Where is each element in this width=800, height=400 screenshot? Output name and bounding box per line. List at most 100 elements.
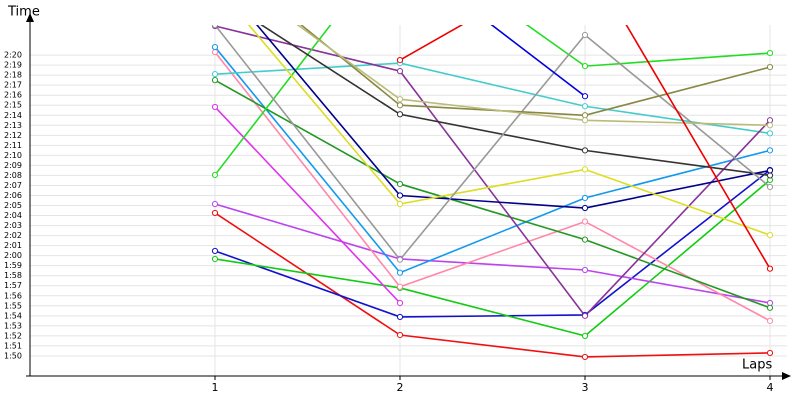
- y-tick-label: 2:04: [4, 211, 22, 220]
- series-line: [260, 25, 771, 177]
- data-point: [396, 192, 404, 199]
- series-line: [214, 203, 771, 304]
- series-line: [214, 25, 771, 318]
- x-axis-arrow: [782, 372, 791, 380]
- data-point: [581, 194, 589, 202]
- data-point: [581, 112, 589, 119]
- data-point: [396, 299, 404, 307]
- y-tick-label: 1:59: [4, 261, 22, 270]
- data-point: [581, 332, 589, 339]
- data-point: [581, 266, 589, 274]
- y-axis-title: Time: [7, 5, 40, 20]
- data-point: [211, 255, 219, 263]
- data-point: [396, 200, 404, 208]
- data-point: [396, 96, 404, 103]
- data-point: [211, 171, 219, 179]
- data-point: [211, 200, 219, 208]
- data-point: [581, 312, 589, 319]
- data-point: [211, 77, 219, 84]
- data-point: [581, 147, 589, 154]
- data-point: [396, 256, 404, 263]
- x-tick-label: 1: [212, 381, 219, 394]
- data-point: [766, 183, 774, 191]
- data-point: [396, 57, 404, 64]
- data-point: [766, 130, 774, 137]
- data-point: [766, 117, 774, 124]
- y-tick-label: 2:18: [4, 71, 22, 80]
- data-point: [766, 349, 774, 357]
- y-tick-label: 2:03: [4, 221, 22, 230]
- data-point: [766, 64, 774, 71]
- data-point: [766, 49, 774, 57]
- y-axis-arrow: [26, 13, 34, 22]
- y-tick-label: 1:57: [4, 281, 22, 290]
- series-line: [214, 106, 401, 304]
- series-line: [214, 169, 771, 318]
- y-tick-label: 1:50: [4, 351, 22, 360]
- data-point: [396, 331, 404, 339]
- y-tick-label: 1:51: [4, 341, 22, 350]
- data-point: [211, 43, 219, 51]
- data-point: [396, 102, 404, 109]
- y-tick-label: 1:53: [4, 321, 22, 330]
- data-point: [581, 117, 589, 124]
- series-line: [214, 25, 771, 261]
- series-line: [214, 62, 771, 135]
- data-point: [581, 353, 589, 361]
- data-point: [211, 247, 219, 255]
- y-tick-label: 2:01: [4, 241, 22, 250]
- y-tick-label: 2:16: [4, 91, 22, 100]
- y-tick-label: 2:11: [4, 141, 22, 150]
- data-point: [766, 172, 774, 179]
- data-point: [766, 122, 774, 129]
- data-point: [396, 283, 404, 290]
- data-point: [211, 48, 219, 56]
- data-point: [396, 111, 404, 118]
- series-line: [296, 25, 771, 127]
- y-tick-label: 1:55: [4, 301, 22, 310]
- data-point: [396, 180, 404, 188]
- data-point: [581, 218, 589, 225]
- y-tick-label: 2:00: [4, 251, 22, 260]
- series-line: [490, 25, 586, 97]
- data-point: [581, 236, 589, 243]
- y-tick-label: 2:08: [4, 171, 22, 180]
- series-line: [247, 25, 771, 236]
- data-point: [396, 68, 404, 75]
- series-line: [214, 179, 771, 337]
- y-tick-label: 1:54: [4, 311, 22, 320]
- x-tick-label: 4: [767, 381, 774, 394]
- plot-area: [211, 25, 774, 361]
- x-tick-label: 2: [397, 381, 404, 394]
- series-line: [214, 79, 771, 309]
- series-line: [214, 46, 771, 274]
- y-tick-label: 2:10: [4, 151, 22, 160]
- y-tick-label: 2:15: [4, 101, 22, 110]
- series-line: [256, 25, 771, 209]
- data-point: [581, 93, 589, 100]
- series-line: [214, 51, 771, 322]
- data-point: [211, 71, 219, 78]
- y-tick-label: 2:13: [4, 121, 22, 130]
- y-tick-label: 1:56: [4, 291, 22, 300]
- y-tick-label: 2:05: [4, 201, 22, 210]
- data-point: [396, 269, 404, 276]
- data-point: [211, 103, 219, 111]
- y-tick-label: 2:09: [4, 161, 22, 170]
- y-tick-label: 2:12: [4, 131, 22, 140]
- y-tick-label: 1:58: [4, 271, 22, 280]
- y-tick-label: 2:06: [4, 191, 22, 200]
- y-tick-label: 2:14: [4, 111, 22, 120]
- y-tick-label: 1:52: [4, 331, 22, 340]
- x-tick-label: 3: [582, 381, 589, 394]
- y-tick-label: 2:19: [4, 61, 22, 70]
- data-point: [766, 147, 774, 154]
- data-point: [581, 166, 589, 173]
- y-tick-label: 2:20: [4, 51, 22, 60]
- data-point: [766, 317, 774, 324]
- x-axis-title: Laps: [742, 358, 772, 373]
- data-point: [581, 204, 589, 212]
- data-point: [766, 231, 774, 239]
- series-line: [399, 25, 771, 270]
